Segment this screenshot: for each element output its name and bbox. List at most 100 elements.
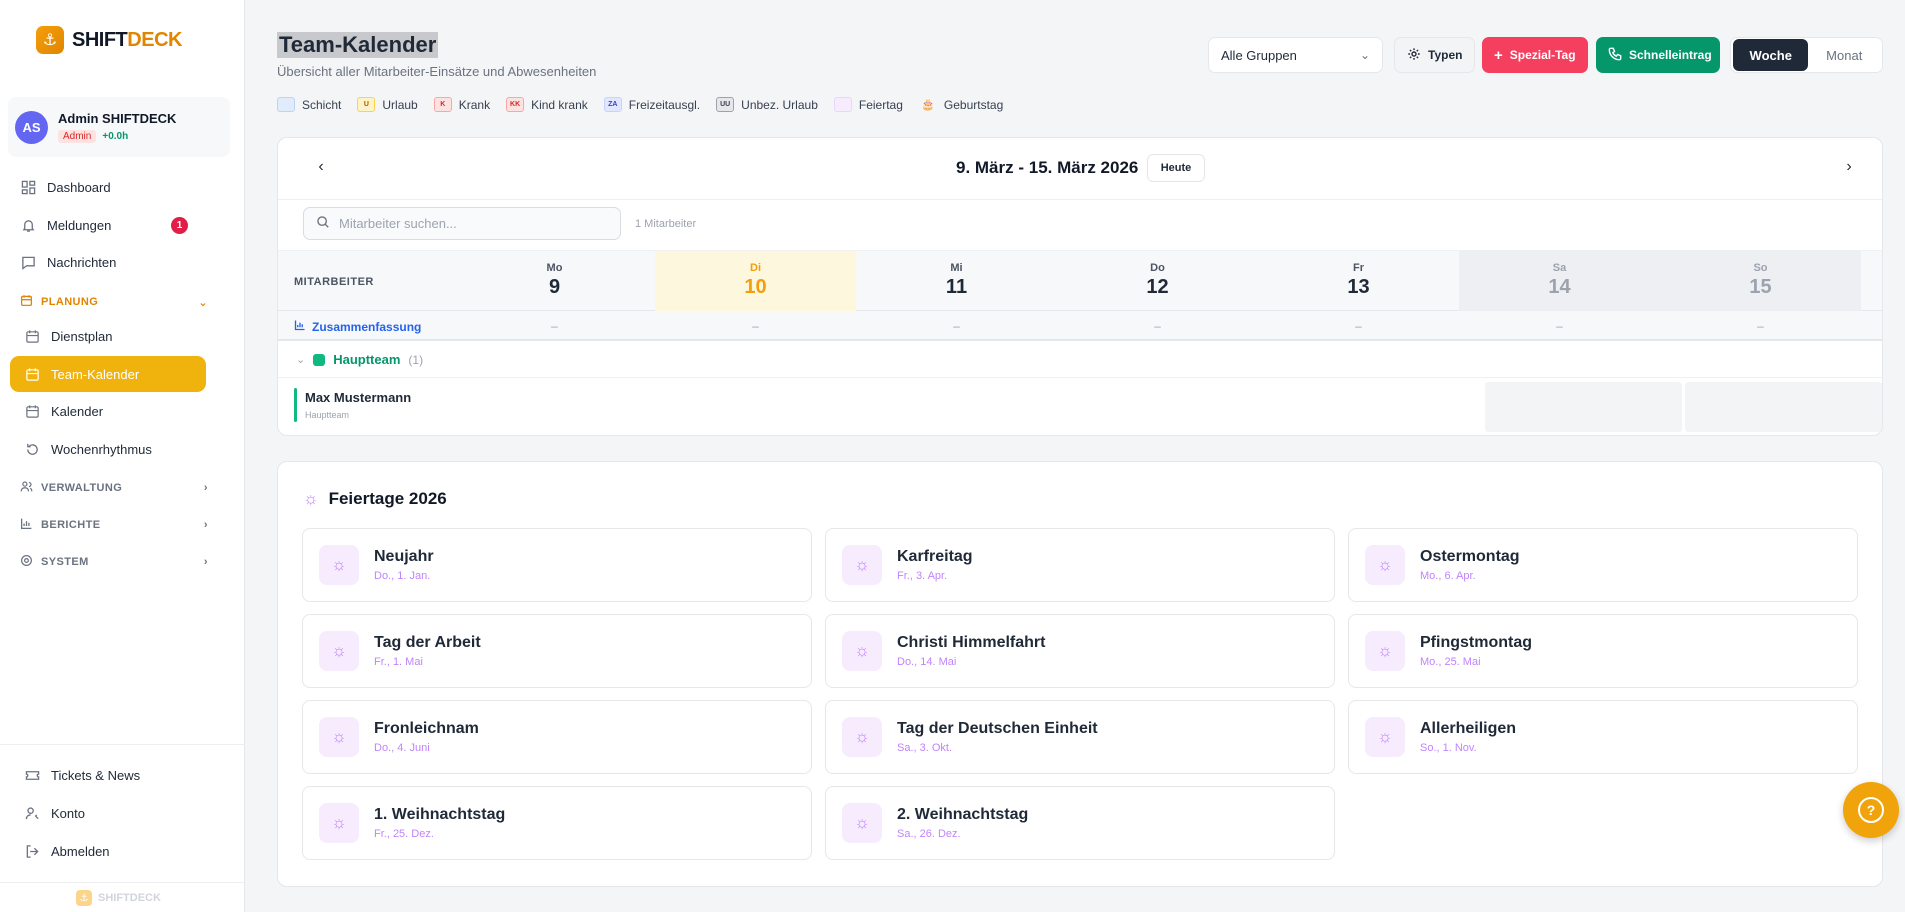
employee-search-input[interactable]: Mitarbeiter suchen... <box>303 207 621 240</box>
sidebar-item-label: Dienstplan <box>51 328 113 344</box>
chevron-right-icon[interactable]: › <box>1846 158 1852 175</box>
sidebar-item-calendar[interactable]: Kalender <box>10 393 206 429</box>
day-column-header[interactable]: Mo 9 <box>454 251 655 312</box>
group-select-value: Alle Gruppen <box>1221 47 1297 63</box>
help-icon: ? <box>1858 797 1884 823</box>
day-number: 10 <box>744 276 767 298</box>
employee-color-bar <box>294 388 297 422</box>
holiday-date: Fr., 1. Mai <box>374 656 423 668</box>
help-button[interactable]: ? <box>1843 782 1899 838</box>
sidebar-item-weekly-rhythm[interactable]: Wochenrhythmus <box>10 431 206 467</box>
user-card[interactable]: AS Admin SHIFTDECK Admin +0.0h <box>8 97 230 157</box>
summary-cell: – <box>752 319 759 333</box>
employee-team: Hauptteam <box>305 410 350 420</box>
day-name: Do <box>1150 262 1165 274</box>
summary-link[interactable]: Zusammenfassung <box>294 319 421 334</box>
sidebar-item-dashboard[interactable]: Dashboard <box>10 169 206 205</box>
weekend-cell[interactable] <box>1685 382 1882 432</box>
view-toggle: Woche Monat <box>1730 37 1883 73</box>
holiday-name: 2. Weihnachtstag <box>897 806 1029 823</box>
day-column-header[interactable]: Do 12 <box>1057 251 1258 312</box>
day-number: 9 <box>548 276 561 298</box>
holiday-date: Mo., 6. Apr. <box>1420 570 1476 582</box>
sidebar-item-label: Tickets & News <box>51 767 141 783</box>
holiday-date: Fr., 3. Apr. <box>897 570 948 582</box>
weekend-cell[interactable] <box>1485 382 1682 432</box>
section-label: VERWALTUNG <box>41 482 123 494</box>
role-badge: Admin <box>58 130 97 143</box>
day-column-header[interactable]: Di 10 <box>655 251 856 312</box>
day-column-header[interactable]: Fr 13 <box>1258 251 1459 312</box>
sidebar-item-label: Nachrichten <box>47 254 117 270</box>
sidebar-item-messages[interactable]: Nachrichten <box>10 244 206 280</box>
today-button[interactable]: Heute <box>1147 154 1205 182</box>
holiday-item: ☼ Christi Himmelfahrt Do., 14. Mai <box>825 614 1335 688</box>
group-row[interactable]: ⌄ Hauptteam (1) <box>278 341 1882 378</box>
day-name: So <box>1753 262 1768 274</box>
holiday-name: Tag der Arbeit <box>374 634 481 651</box>
day-column-header[interactable]: So 15 <box>1660 251 1861 312</box>
section-planning[interactable]: PLANUNG ⌄ <box>10 288 220 316</box>
sun-icon: ☼ <box>842 631 882 671</box>
legend-swatch: 🎂 <box>921 99 935 111</box>
legend-swatch: ZA <box>603 97 622 112</box>
legend-swatch: U <box>357 97 376 112</box>
sidebar-item-label: Kalender <box>51 403 104 419</box>
user-key-icon <box>24 805 40 821</box>
holiday-item: ☼ 2. Weihnachtstag Sa., 26. Dez. <box>825 786 1335 860</box>
date-range: 9. März - 15. März 2026 <box>956 158 1139 177</box>
day-number: 13 <box>1347 276 1370 298</box>
plus-icon: + <box>1494 46 1503 64</box>
holiday-date: Do., 1. Jan. <box>374 570 431 582</box>
section-reports[interactable]: BERICHTE › <box>10 511 220 539</box>
employee-name[interactable]: Max Mustermann <box>305 390 412 405</box>
summary-cell: – <box>551 319 558 333</box>
types-button[interactable]: Typen <box>1394 37 1475 73</box>
sidebar-item-label: Dashboard <box>47 179 111 195</box>
day-number: 12 <box>1146 276 1169 298</box>
day-number: 14 <box>1548 276 1571 298</box>
sidebar-item-notifications[interactable]: Meldungen 1 <box>10 207 206 243</box>
section-system[interactable]: SYSTEM › <box>10 548 220 576</box>
phone-icon <box>1608 47 1622 64</box>
legend-label: Geburtstag <box>943 97 1004 112</box>
sidebar-item-label: Abmelden <box>51 843 110 859</box>
logout-icon <box>24 843 40 859</box>
holiday-date: Sa., 3. Okt. <box>897 742 953 754</box>
sidebar-item-account[interactable]: Konto <box>10 795 206 831</box>
employee-row: Max Mustermann Hauptteam <box>278 378 1882 435</box>
legend-item: Schicht <box>277 97 341 112</box>
sun-icon: ☼ <box>842 545 882 585</box>
legend-swatch: UU <box>716 97 735 112</box>
sidebar-item-tickets[interactable]: Tickets & News <box>10 757 206 793</box>
quick-entry-button[interactable]: Schnelleintrag <box>1596 37 1720 73</box>
special-day-button[interactable]: + Spezial-Tag <box>1482 37 1588 73</box>
app-logo[interactable]: ⚓ SHIFTDECK <box>36 26 182 54</box>
rotate-icon <box>24 441 40 457</box>
view-month-button[interactable]: Monat <box>1826 47 1863 63</box>
chevron-down-icon: ⌄ <box>296 354 306 366</box>
sidebar-item-team-calendar[interactable]: Team-Kalender <box>10 356 206 392</box>
day-column-header[interactable]: Sa 14 <box>1459 251 1660 312</box>
summary-cell: – <box>1556 319 1563 333</box>
section-administration[interactable]: VERWALTUNG › <box>10 474 220 502</box>
day-column-header[interactable]: Mi 11 <box>856 251 1057 312</box>
holiday-date: Mo., 25. Mai <box>1420 656 1481 668</box>
holiday-item: ☼ Fronleichnam Do., 4. Juni <box>302 700 812 774</box>
holiday-item: ☼ Ostermontag Mo., 6. Apr. <box>1348 528 1858 602</box>
legend-item: UU Unbez. Urlaub <box>716 97 818 112</box>
holiday-date: Do., 14. Mai <box>897 656 957 668</box>
sidebar-item-duty-roster[interactable]: Dienstplan <box>10 318 206 354</box>
sidebar-item-logout[interactable]: Abmelden <box>10 833 206 869</box>
calendar-icon <box>24 328 40 344</box>
view-week-button[interactable]: Woche <box>1733 39 1809 71</box>
calendar-nav: ‹ 9. März - 15. März 2026 Heute › <box>278 138 1882 200</box>
holiday-name: Neujahr <box>374 548 434 565</box>
sidebar-item-label: Konto <box>51 805 85 821</box>
notification-count-badge: 1 <box>171 217 188 234</box>
bell-icon <box>20 217 36 233</box>
chevron-left-icon[interactable]: ‹ <box>318 158 324 175</box>
group-select[interactable]: Alle Gruppen ⌄ <box>1208 37 1383 73</box>
sun-icon: ☼ <box>1365 545 1405 585</box>
footer-logo: ⚓ SHIFTDECK <box>76 890 161 906</box>
